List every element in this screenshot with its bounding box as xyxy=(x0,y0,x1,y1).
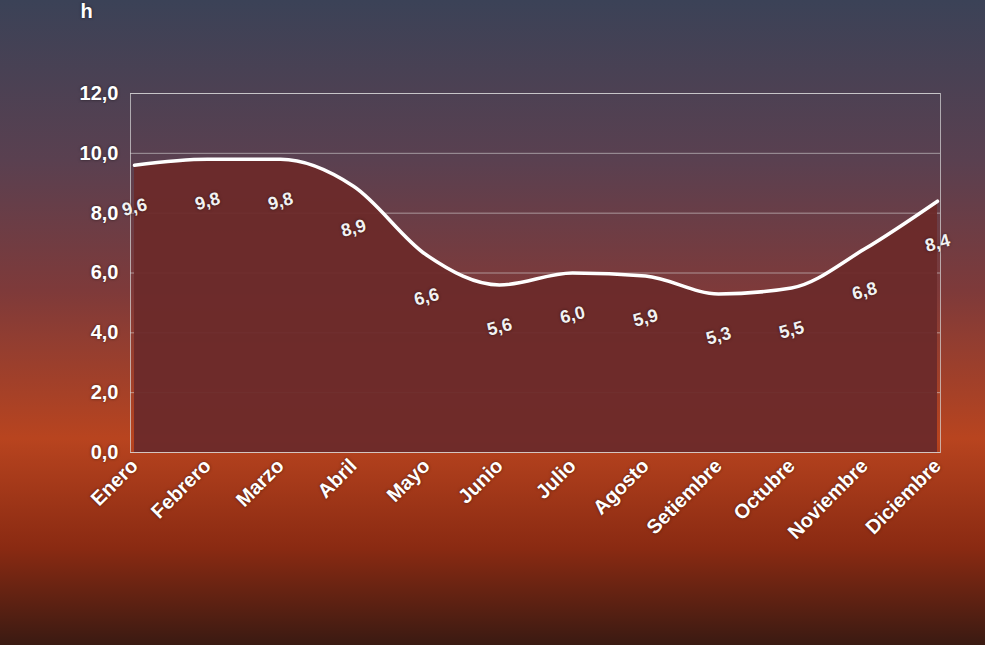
svg-text:h: h xyxy=(81,0,93,22)
svg-text:Diciembre: Diciembre xyxy=(861,454,945,538)
svg-text:Junio: Junio xyxy=(454,454,507,507)
svg-text:Enero: Enero xyxy=(86,454,142,510)
svg-text:4,0: 4,0 xyxy=(91,321,119,343)
svg-text:Octubre: Octubre xyxy=(729,454,799,524)
svg-text:Febrero: Febrero xyxy=(147,454,215,522)
svg-text:6,0: 6,0 xyxy=(91,261,119,283)
svg-text:0,0: 0,0 xyxy=(91,441,119,463)
svg-text:6,8: 6,8 xyxy=(850,278,879,304)
svg-text:10,0: 10,0 xyxy=(80,142,119,164)
svg-text:5,5: 5,5 xyxy=(777,317,806,343)
svg-text:5,3: 5,3 xyxy=(704,323,733,349)
svg-text:Mayo: Mayo xyxy=(382,454,434,506)
svg-text:6,0: 6,0 xyxy=(558,302,587,328)
svg-text:8,9: 8,9 xyxy=(339,215,368,241)
svg-text:8,0: 8,0 xyxy=(91,202,119,224)
svg-text:12,0: 12,0 xyxy=(80,82,119,104)
svg-text:Noviembre: Noviembre xyxy=(783,454,872,543)
svg-text:Setiembre: Setiembre xyxy=(642,454,726,538)
svg-text:Abril: Abril xyxy=(313,454,361,502)
svg-text:Julio: Julio xyxy=(531,454,580,503)
svg-text:5,6: 5,6 xyxy=(485,314,514,340)
svg-text:Marzo: Marzo xyxy=(231,454,287,510)
svg-text:9,8: 9,8 xyxy=(193,188,222,214)
svg-text:Agosto: Agosto xyxy=(589,454,653,518)
svg-text:9,8: 9,8 xyxy=(266,188,295,214)
svg-text:5,9: 5,9 xyxy=(631,305,660,331)
svg-text:8,4: 8,4 xyxy=(923,230,952,256)
svg-text:6,6: 6,6 xyxy=(412,284,441,310)
svg-text:2,0: 2,0 xyxy=(91,381,119,403)
svg-text:9,6: 9,6 xyxy=(120,194,149,220)
